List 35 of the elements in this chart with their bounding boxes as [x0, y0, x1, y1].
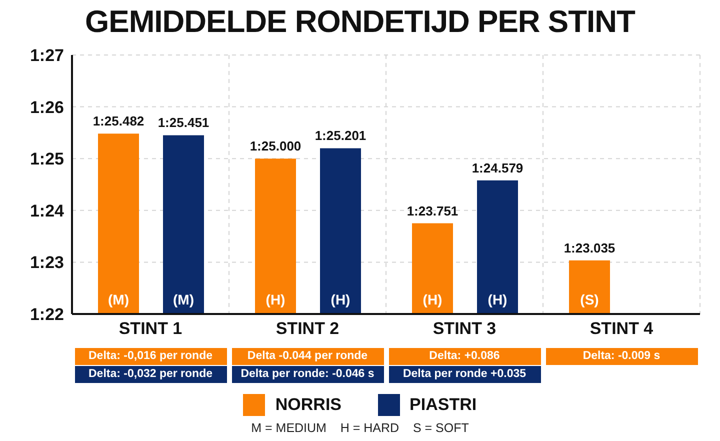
- data-label: 1:25.201: [314, 128, 366, 144]
- text: Delta per ronde: -0.046 s: [232, 366, 384, 383]
- data-label: 1:25.000: [250, 138, 302, 154]
- data-label: 1:25.482: [92, 114, 144, 129]
- data-label: 1:25.451: [158, 115, 210, 130]
- x-tick-label: STINT 1: [118, 319, 182, 338]
- annotation: (M): [108, 292, 129, 308]
- legend-label: PIASTRI: [410, 395, 477, 415]
- annotation: (H): [330, 292, 350, 308]
- text: Delta: -0,032 per ronde: [74, 366, 226, 383]
- annotation: (H): [488, 292, 508, 308]
- data-label: 1:24.579: [472, 160, 524, 176]
- y-tick-label: 1:26: [30, 98, 64, 117]
- y-tick-label: 1:22: [30, 305, 64, 324]
- y-tick-label: 1:27: [30, 46, 64, 66]
- y-tick-label: 1:25: [30, 150, 64, 169]
- text: M = MEDIUM H = HARD S = SOFT: [250, 421, 470, 435]
- data-label: 1:23.035: [564, 240, 616, 256]
- data-label: 1:23.751: [406, 203, 458, 218]
- text: Delta: -0.009 s: [546, 348, 698, 365]
- text: Delta -0.044 per ronde: [232, 348, 384, 365]
- legend-label: NORRIS: [275, 395, 342, 415]
- x-tick-label: STINT 2: [276, 319, 340, 338]
- text: Delta per ronde +0.035: [388, 366, 540, 383]
- text: Delta: +0.086: [388, 348, 540, 365]
- y-tick-label: 1:23: [30, 253, 64, 272]
- annotation: (S): [580, 292, 599, 308]
- x-tick-label: STINT 3: [432, 319, 496, 338]
- y-tick-label: 1:24: [30, 201, 65, 220]
- annotation: (M): [173, 292, 194, 308]
- annotation: (H): [266, 292, 286, 308]
- chart-title: GEMIDDELDE RONDETIJD PER STINT: [84, 4, 636, 40]
- x-tick-label: STINT 4: [590, 319, 654, 338]
- text: Delta: -0,016 per ronde: [74, 348, 226, 365]
- annotation: (H): [422, 292, 442, 308]
